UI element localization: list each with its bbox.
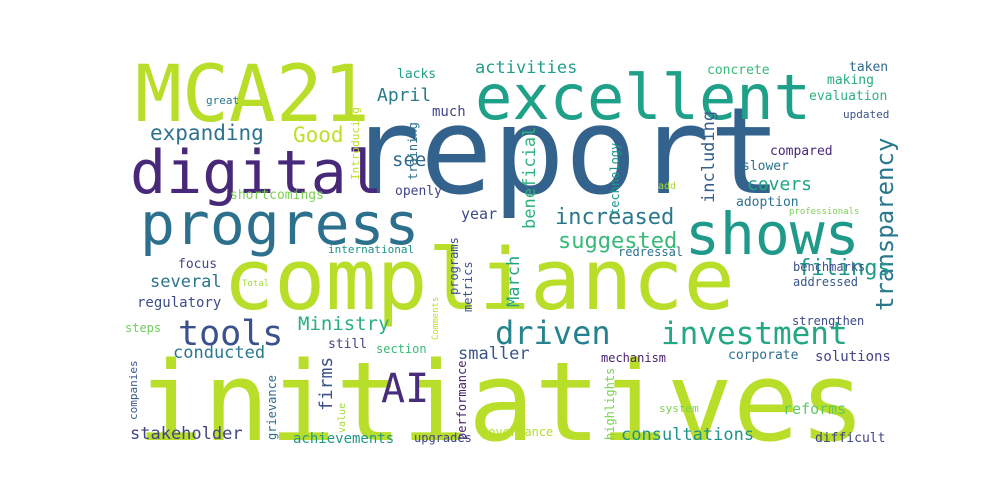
word: governance [481,425,554,439]
word: tools [178,314,284,354]
word: great [206,94,240,107]
word: shows [685,200,860,268]
word: solutions [815,349,891,365]
word: slower [742,159,789,174]
word: driven [495,314,611,352]
word: beneficial [520,126,540,229]
word: shortcomings [230,188,324,203]
word: professionals [789,207,860,217]
word: year [461,205,498,223]
word: expanding [150,121,264,145]
word: Total [242,279,270,289]
word: including [699,110,719,203]
word: system [659,402,699,415]
word: activities [475,58,578,78]
word: evaluation [809,89,888,104]
word: compliance [223,231,735,330]
word: filings [798,256,891,281]
word: corporate [728,348,799,363]
word: excellent [475,61,811,134]
word: programs [447,237,461,295]
word: much [432,104,466,120]
word: benchmarks [793,260,866,274]
word: conducted [173,343,266,363]
word: strengthen [792,314,865,328]
word: Introducing [349,107,362,180]
word: consultations [621,425,755,445]
word: investment [661,316,848,352]
word: companies [127,360,140,420]
word: highlights [603,367,617,440]
word: firms [316,356,337,411]
word: transparency [871,137,899,311]
word: progress [140,190,420,258]
word: smaller [458,344,530,364]
word: reforms [783,400,847,418]
word: AI [381,366,430,412]
word: suggested [558,229,678,254]
word: achievements [293,431,395,445]
word: grievance [265,374,279,440]
word: compared [770,144,833,159]
word: April [377,85,432,106]
word: taken [849,60,889,75]
word: steps [125,321,162,335]
word: performance [455,360,469,440]
word: March [504,255,524,307]
word: training [406,122,420,180]
word: still [328,337,368,352]
word: making [827,73,874,88]
word: report [348,83,782,222]
word: Comments [431,296,441,340]
word: openly [395,184,442,199]
word: international [328,243,415,256]
word: upgrades [414,431,472,445]
word: technology [608,142,622,215]
word: mechanism [601,351,667,365]
word-cloud: report initiatives compliance MCA21 exce… [125,55,900,445]
word: Ministry [298,313,390,335]
word: digital [130,138,383,208]
word: several [150,272,222,292]
word: section [376,342,427,356]
word: see [392,149,427,171]
word: addressed [793,275,859,289]
word: adoption [736,195,799,210]
word: covers [747,174,813,195]
word: lacks [397,67,437,82]
word: MCA21 [135,55,370,140]
word: add [658,181,677,192]
word: regulatory [137,295,222,311]
word: difficult [815,431,886,445]
word: updated [843,108,890,121]
word: Good [293,123,344,147]
word: increased [555,205,675,230]
word: stakeholder [130,424,243,444]
word: redressal [618,245,684,259]
word: value [337,402,348,433]
word: initiatives [137,338,866,445]
word: concrete [707,63,770,78]
word: focus [178,257,218,272]
word: metrics [461,261,475,312]
